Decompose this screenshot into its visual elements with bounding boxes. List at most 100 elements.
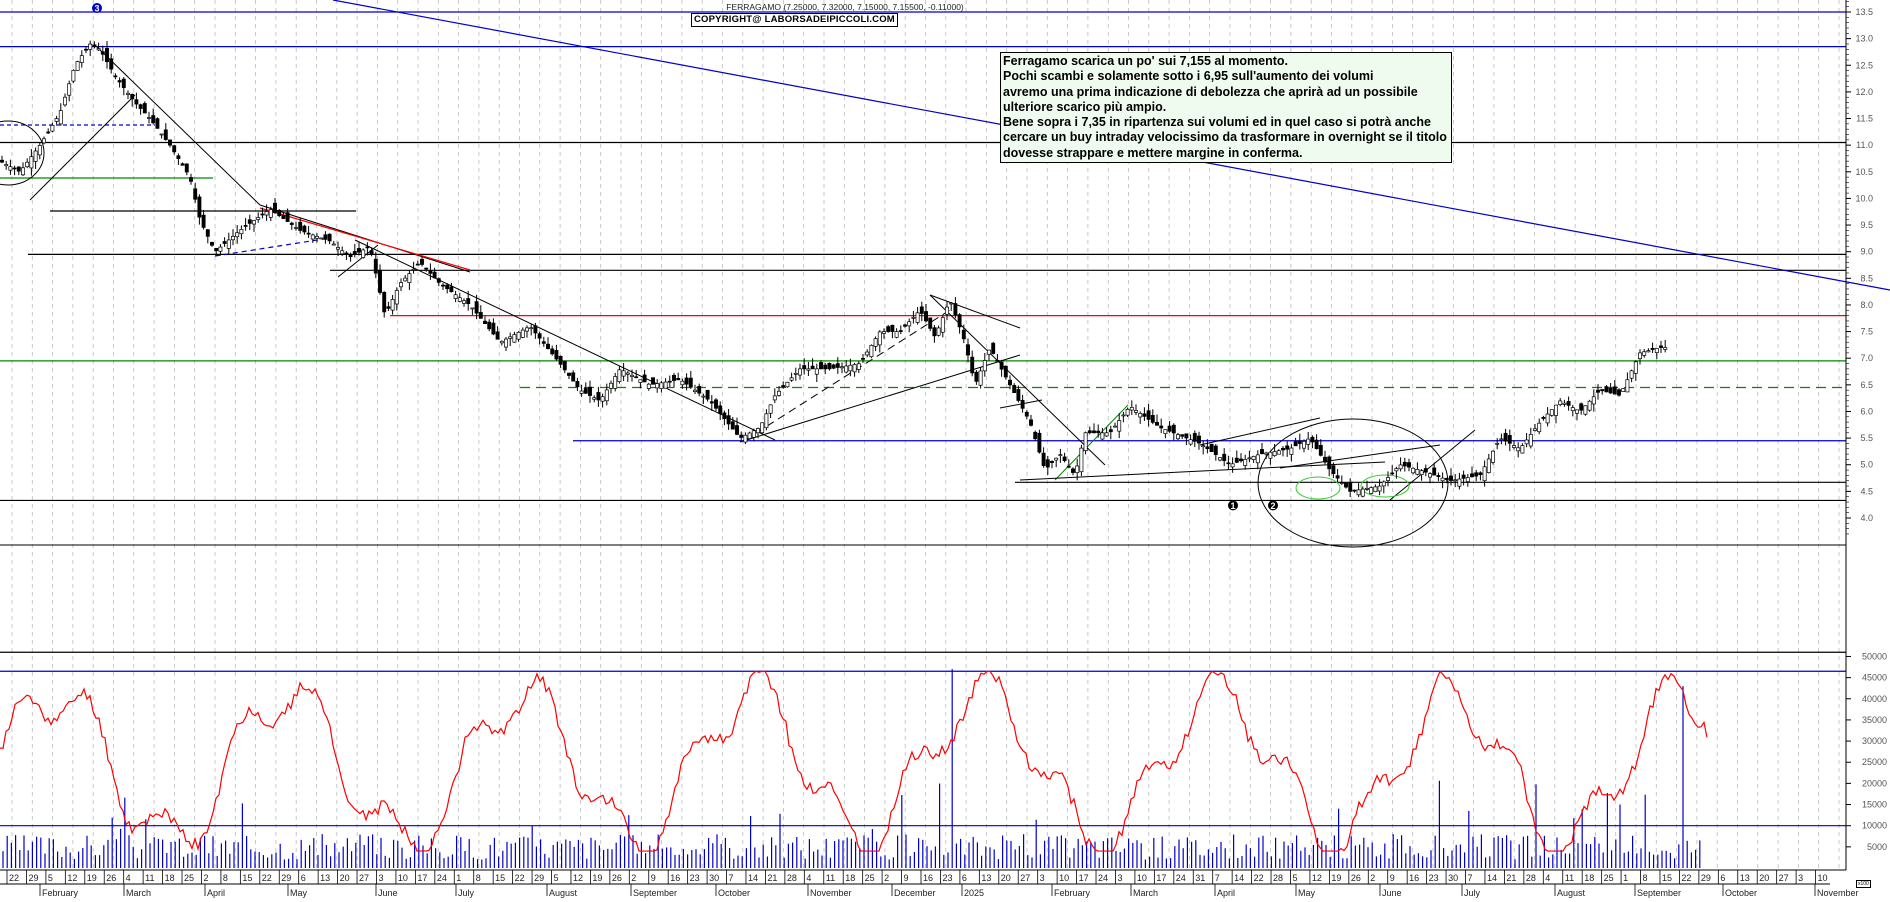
svg-text:2: 2	[884, 873, 889, 883]
svg-text:30: 30	[1448, 873, 1458, 883]
svg-text:7.0: 7.0	[1860, 353, 1873, 363]
svg-text:1: 1	[456, 873, 461, 883]
note-line: Bene sopra i 7,35 in ripartenza sui volu…	[1003, 115, 1431, 130]
svg-text:3: 3	[1040, 873, 1045, 883]
svg-text:18: 18	[165, 873, 175, 883]
svg-text:2: 2	[1370, 873, 1375, 883]
svg-text:9.0: 9.0	[1860, 247, 1873, 257]
svg-text:16: 16	[923, 873, 933, 883]
svg-text:April: April	[1217, 888, 1235, 898]
svg-text:31: 31	[1195, 873, 1205, 883]
svg-text:10.0: 10.0	[1855, 193, 1873, 203]
svg-text:11.5: 11.5	[1856, 114, 1873, 124]
svg-text:2025: 2025	[964, 888, 984, 898]
note-line: ulteriore scarico più ampio.	[1003, 99, 1167, 114]
svg-text:3: 3	[1798, 873, 1803, 883]
svg-text:12: 12	[67, 873, 77, 883]
svg-text:25000: 25000	[1862, 757, 1887, 767]
svg-text:April: April	[207, 888, 225, 898]
svg-text:7: 7	[1215, 873, 1220, 883]
svg-text:June: June	[378, 888, 398, 898]
svg-text:14: 14	[1234, 873, 1244, 883]
svg-text:5: 5	[554, 873, 559, 883]
svg-text:12: 12	[573, 873, 583, 883]
svg-text:11.0: 11.0	[1856, 140, 1873, 150]
svg-text:May: May	[290, 888, 308, 898]
svg-text:9: 9	[904, 873, 909, 883]
svg-text:3: 3	[94, 4, 99, 14]
svg-text:12.5: 12.5	[1855, 60, 1873, 70]
svg-text:11: 11	[826, 873, 835, 883]
svg-text:August: August	[1557, 888, 1586, 898]
svg-text:25: 25	[865, 873, 875, 883]
svg-text:6.0: 6.0	[1860, 406, 1873, 416]
svg-text:14: 14	[1487, 873, 1497, 883]
svg-text:11: 11	[1565, 873, 1574, 883]
svg-text:29: 29	[534, 873, 544, 883]
chart-title: FERRAGAMO (7.25000, 7.32000, 7.15000, 7.…	[726, 2, 964, 12]
svg-text:March: March	[1133, 888, 1158, 898]
svg-text:13.0: 13.0	[1855, 34, 1873, 44]
svg-text:40000: 40000	[1862, 694, 1887, 704]
svg-text:15: 15	[242, 873, 252, 883]
svg-text:21: 21	[767, 873, 777, 883]
trend-lines	[0, 0, 1890, 548]
note-line: Pochi scambi e solamente sotto i 6,95 su…	[1003, 69, 1374, 84]
svg-text:27: 27	[359, 873, 369, 883]
svg-text:23: 23	[1429, 873, 1439, 883]
svg-text:6: 6	[1720, 873, 1725, 883]
svg-text:22: 22	[1681, 873, 1691, 883]
svg-text:4: 4	[126, 873, 131, 883]
svg-text:5: 5	[48, 873, 53, 883]
svg-text:8: 8	[1643, 873, 1648, 883]
svg-text:7.5: 7.5	[1860, 327, 1873, 337]
svg-text:26: 26	[106, 873, 116, 883]
svg-text:20: 20	[340, 873, 350, 883]
svg-text:18: 18	[845, 873, 855, 883]
svg-text:5000: 5000	[1867, 842, 1887, 852]
svg-text:July: July	[1464, 888, 1481, 898]
svg-text:1: 1	[1623, 873, 1628, 883]
svg-text:September: September	[1637, 888, 1681, 898]
svg-text:5.5: 5.5	[1860, 433, 1873, 443]
svg-text:21: 21	[1506, 873, 1516, 883]
svg-text:20: 20	[1001, 873, 1011, 883]
svg-text:25: 25	[1604, 873, 1614, 883]
svg-text:50000: 50000	[1862, 651, 1887, 661]
svg-text:9: 9	[651, 873, 656, 883]
svg-text:10: 10	[1818, 873, 1828, 883]
svg-text:22: 22	[9, 873, 19, 883]
copyright-label: COPYRIGHT@ LABORSADEIPICCOLI.COM	[691, 13, 898, 27]
svg-text:2: 2	[631, 873, 636, 883]
svg-text:8: 8	[223, 873, 228, 883]
svg-text:28: 28	[787, 873, 797, 883]
svg-text:4: 4	[1545, 873, 1550, 883]
svg-text:3: 3	[378, 873, 383, 883]
grid-lines	[11, 0, 1840, 870]
svg-text:22: 22	[262, 873, 272, 883]
svg-text:23: 23	[690, 873, 700, 883]
svg-text:February: February	[42, 888, 79, 898]
svg-text:4.0: 4.0	[1860, 513, 1873, 523]
svg-text:February: February	[1054, 888, 1091, 898]
svg-text:14: 14	[748, 873, 758, 883]
svg-text:10: 10	[1059, 873, 1069, 883]
svg-text:4: 4	[806, 873, 811, 883]
svg-text:15000: 15000	[1862, 800, 1887, 810]
svg-text:26: 26	[612, 873, 622, 883]
svg-text:2: 2	[203, 873, 208, 883]
svg-text:6: 6	[301, 873, 306, 883]
svg-text:8: 8	[476, 873, 481, 883]
note-line: cercare un buy intraday velocissimo da t…	[1003, 130, 1447, 145]
svg-text:1: 1	[1230, 501, 1235, 511]
svg-text:8.5: 8.5	[1860, 273, 1873, 283]
svg-text:10: 10	[1137, 873, 1147, 883]
svg-text:10: 10	[398, 873, 408, 883]
svg-text:27: 27	[1020, 873, 1030, 883]
svg-text:11: 11	[145, 873, 154, 883]
svg-text:30000: 30000	[1862, 736, 1887, 746]
volume-unit-label: x100	[1856, 880, 1871, 888]
svg-text:October: October	[718, 888, 750, 898]
svg-text:13: 13	[1740, 873, 1750, 883]
svg-text:12: 12	[1312, 873, 1322, 883]
